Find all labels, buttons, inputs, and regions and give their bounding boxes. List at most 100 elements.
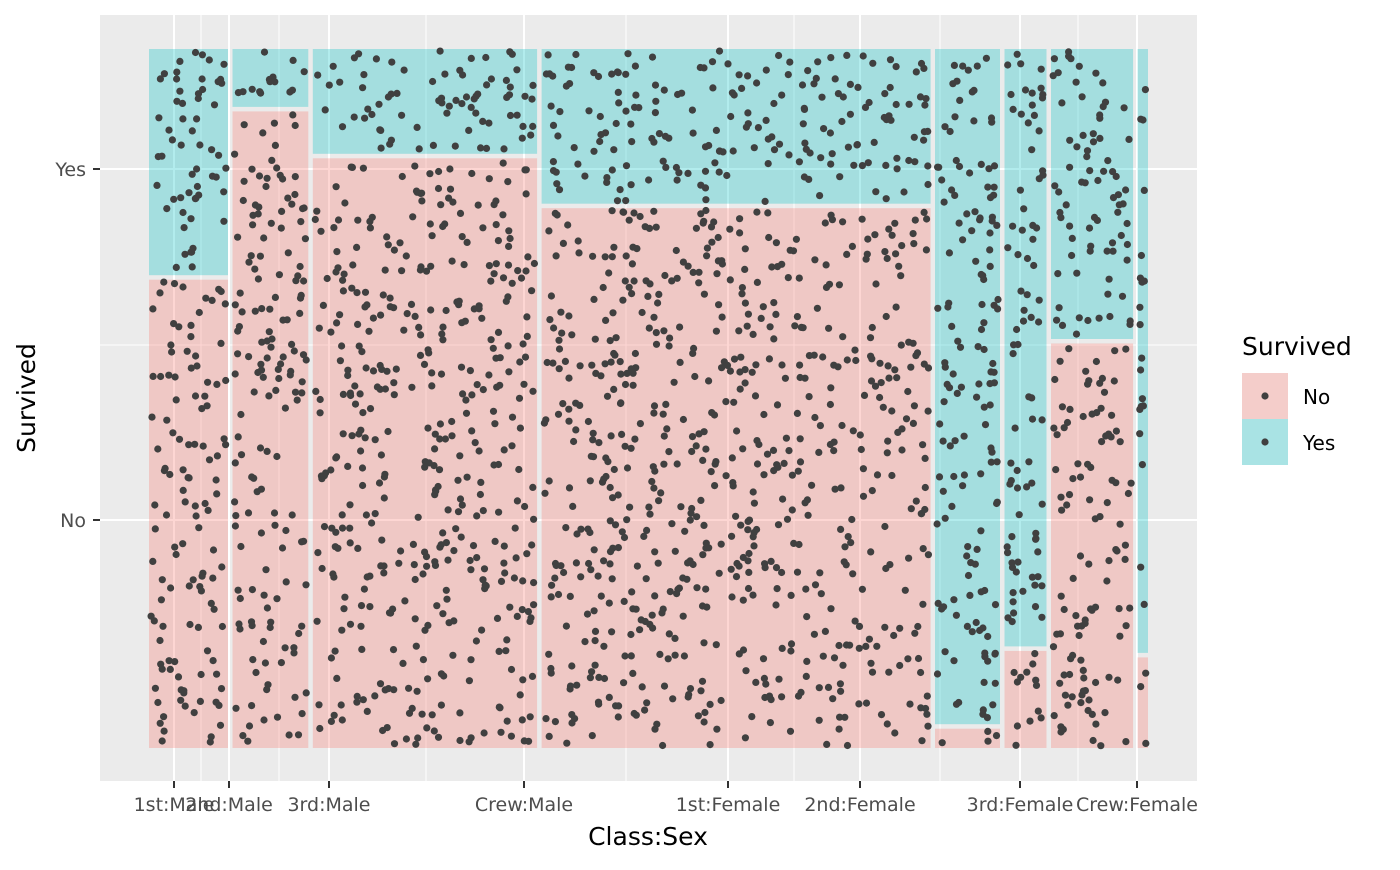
data-point <box>595 439 603 447</box>
data-point <box>267 343 275 351</box>
data-point <box>1075 62 1083 70</box>
data-point <box>829 695 837 703</box>
tile-3rd-male-yes <box>312 49 538 154</box>
data-point <box>778 568 786 577</box>
data-point <box>459 390 467 398</box>
data-point <box>1114 191 1122 199</box>
data-point <box>479 224 487 232</box>
data-point <box>784 274 792 282</box>
data-point <box>1092 678 1100 687</box>
data-point <box>1038 94 1047 102</box>
data-point <box>428 711 436 719</box>
data-point <box>439 529 447 537</box>
data-point <box>290 649 298 657</box>
data-point <box>814 58 822 66</box>
data-point <box>656 650 664 659</box>
data-point <box>785 447 793 455</box>
data-point <box>400 326 408 334</box>
data-point <box>271 141 279 149</box>
data-point <box>572 559 581 567</box>
data-point <box>990 183 998 191</box>
data-point <box>1084 316 1092 325</box>
data-point <box>437 201 445 209</box>
data-point <box>605 599 613 607</box>
data-point <box>702 206 710 215</box>
data-point <box>248 702 256 710</box>
data-point <box>479 576 487 584</box>
data-point <box>204 378 212 386</box>
data-point <box>724 60 732 68</box>
data-point <box>944 303 952 311</box>
data-point <box>645 224 654 232</box>
data-point <box>933 670 942 678</box>
x-tick-label: 3rd:Male <box>287 794 370 816</box>
data-point <box>236 289 244 297</box>
data-point <box>485 262 493 270</box>
data-point <box>377 144 385 152</box>
data-point <box>772 239 781 247</box>
data-point <box>1083 153 1091 161</box>
data-point <box>291 388 300 396</box>
data-point <box>660 682 669 690</box>
data-point <box>838 117 846 126</box>
data-point <box>234 433 242 441</box>
data-point <box>273 595 281 603</box>
data-point <box>1023 483 1031 491</box>
data-point <box>855 700 863 708</box>
data-point <box>849 570 857 578</box>
data-point <box>692 442 700 450</box>
data-point <box>338 626 346 634</box>
data-point <box>1096 114 1104 122</box>
data-point <box>392 365 400 373</box>
data-point <box>565 405 573 413</box>
data-point <box>1139 116 1147 124</box>
data-point <box>296 262 304 271</box>
data-point <box>220 217 228 225</box>
data-point <box>491 420 499 428</box>
data-point <box>365 327 373 335</box>
data-point <box>268 335 276 343</box>
data-point <box>267 618 275 626</box>
data-point <box>660 327 668 335</box>
data-point <box>333 319 341 327</box>
data-point <box>748 713 756 721</box>
data-point <box>547 664 555 673</box>
data-point <box>442 586 450 594</box>
data-point <box>176 57 184 65</box>
data-point <box>1035 127 1043 135</box>
data-point <box>522 267 530 275</box>
data-point <box>700 290 709 298</box>
data-point <box>1006 480 1014 488</box>
data-point <box>565 484 574 492</box>
data-point <box>623 369 631 377</box>
data-point <box>1009 598 1017 606</box>
data-point <box>278 207 286 215</box>
data-point <box>438 330 446 338</box>
data-point <box>601 360 609 368</box>
data-point <box>642 575 650 583</box>
data-point <box>557 562 565 570</box>
data-point <box>332 183 340 191</box>
data-point <box>726 276 734 284</box>
data-point <box>767 557 775 566</box>
data-point <box>630 277 638 285</box>
data-point <box>429 141 437 149</box>
data-point <box>239 196 247 205</box>
data-point <box>924 722 932 730</box>
data-point <box>650 313 658 321</box>
data-point <box>712 126 721 134</box>
data-point <box>551 718 560 726</box>
data-point <box>474 201 482 209</box>
data-point <box>350 113 358 121</box>
data-point <box>434 482 442 491</box>
data-point <box>627 181 635 189</box>
data-point <box>935 473 944 481</box>
data-point <box>217 339 225 347</box>
data-point <box>952 611 961 619</box>
data-point <box>857 445 865 454</box>
data-point <box>971 208 979 216</box>
data-point <box>311 215 319 224</box>
data-point <box>631 435 639 443</box>
data-point <box>608 253 616 261</box>
